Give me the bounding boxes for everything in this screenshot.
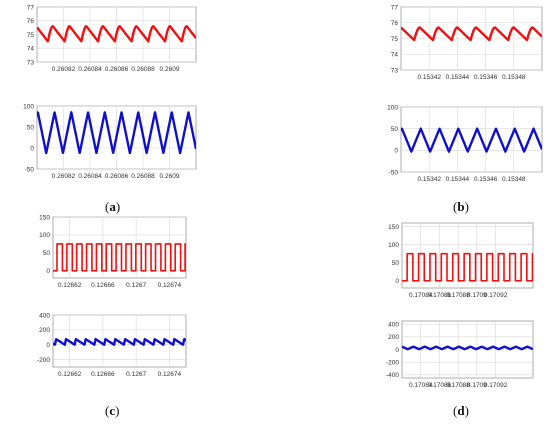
b-top-x-tick-label: 0.15344 — [446, 74, 470, 81]
b-bottom-y-tick-label: 100 — [387, 104, 398, 111]
a-top-series-line — [37, 25, 196, 43]
b-top-y-tick-label: 73 — [391, 67, 399, 74]
c-top-x-tick-label: 0.12662 — [58, 282, 82, 289]
c-top-plot-area — [52, 216, 187, 279]
d-bottom-series-line — [402, 345, 533, 351]
panel-label-c: (c) — [105, 403, 120, 418]
panel-label-a: (a) — [105, 199, 121, 214]
b-bottom-series-line — [401, 127, 542, 153]
c-top-y-tick-label: 100 — [39, 232, 50, 239]
panel-label-d: (d) — [453, 403, 469, 418]
c-top-x-tick-label: 0.12674 — [158, 282, 182, 289]
d-top-y-tick-label: 150 — [388, 224, 399, 231]
a-bottom-y-tick-label: 0 — [30, 145, 34, 152]
b-bottom-x-tick-label: 0.15348 — [502, 176, 526, 183]
c-top-series-line — [53, 243, 186, 272]
d-top-x-tick-label: 0.17084 — [409, 292, 433, 299]
b-bottom-y-tick-label: 0 — [394, 148, 398, 155]
plot-b-top: 0.15342 0.15344 0.15346 0.15348 73 74 75 76 77 — [391, 4, 543, 81]
a-top-x-tick-label: 0.26084 — [78, 66, 102, 73]
d-bottom-y-tick-label: -200 — [386, 359, 399, 366]
c-bottom-y-tick-label: 400 — [39, 312, 50, 319]
d-top-x-tick-label: 0.17088 — [446, 292, 470, 299]
d-bottom-x-tick-label: 0.17084 — [409, 382, 433, 389]
d-top-y-tick-label: 0 — [395, 278, 399, 285]
b-bottom-x-tick-label: 0.15342 — [417, 176, 441, 183]
c-bottom-x-tick-label: 0.12666 — [91, 371, 115, 378]
a-top-x-tick-label: 0.26086 — [105, 66, 129, 73]
a-bottom-y-tick-label: 50 — [27, 124, 35, 131]
a-bottom-x-tick-label: 0.26088 — [131, 173, 155, 180]
d-top-y-tick-label: 50 — [392, 260, 400, 267]
a-bottom-x-tick-label: 0.26086 — [105, 173, 129, 180]
a-bottom-series-line — [37, 111, 196, 155]
d-top-x-tick-label: 0.17092 — [484, 292, 508, 299]
c-top-y-tick-label: 0 — [46, 268, 50, 275]
plot-a-bottom: 0.26082 0.26084 0.26086 0.26088 0.2609 -50 0 50… — [23, 103, 197, 180]
b-top-y-tick-label: 77 — [391, 4, 399, 11]
d-bottom-x-tick-label: 0.17092 — [484, 382, 508, 389]
c-bottom-y-tick-label: -200 — [37, 357, 50, 364]
b-top-series-line — [401, 26, 542, 42]
a-bottom-y-tick-label: 100 — [23, 103, 34, 110]
c-bottom-x-tick-label: 0.1267 — [126, 371, 146, 378]
a-bottom-y-tick-label: -50 — [25, 166, 35, 173]
plot-c-bottom: 0.12662 0.12666 0.1267 0.12674 -200 0 200 400 — [37, 312, 187, 378]
b-top-y-tick-label: 75 — [391, 36, 399, 43]
d-bottom-y-tick-label: 200 — [388, 334, 399, 341]
a-top-y-tick-label: 75 — [27, 32, 35, 39]
d-bottom-x-tick-label: 0.1709 — [467, 382, 487, 389]
d-top-plot-area — [401, 222, 534, 289]
b-bottom-y-tick-label: -50 — [389, 169, 399, 176]
d-top-x-tick-label: 0.1709 — [467, 292, 487, 299]
a-bottom-x-tick-label: 0.26084 — [78, 173, 102, 180]
plot-a-top: 0.26082 0.26084 0.26086 0.26088 0.2609 73 74 75… — [27, 4, 197, 73]
c-bottom-y-tick-label: 200 — [39, 327, 50, 334]
d-top-x-tick-label: 0.17086 — [428, 292, 452, 299]
a-top-x-tick-label: 0.26082 — [52, 66, 76, 73]
c-top-y-tick-label: 50 — [43, 250, 51, 257]
c-bottom-y-tick-label: 0 — [46, 342, 50, 349]
a-top-x-tick-label: 0.26088 — [131, 66, 155, 73]
d-bottom-x-tick-label: 0.17088 — [446, 382, 470, 389]
d-bottom-y-tick-label: 400 — [388, 321, 399, 328]
a-top-y-tick-label: 77 — [27, 4, 35, 11]
b-bottom-x-tick-label: 0.15344 — [446, 176, 470, 183]
a-top-y-tick-label: 74 — [27, 46, 35, 53]
b-top-y-tick-label: 74 — [391, 52, 399, 59]
a-top-y-tick-label: 76 — [27, 18, 35, 25]
c-top-x-tick-label: 0.1267 — [126, 282, 146, 289]
b-top-y-tick-label: 76 — [391, 20, 399, 27]
panel-label-b: (b) — [453, 199, 469, 214]
a-bottom-x-tick-label: 0.26082 — [52, 173, 76, 180]
plot-b-bottom: 0.15342 0.15344 0.15346 0.15348 -50 0 50 100 — [387, 104, 543, 183]
b-top-x-tick-label: 0.15342 — [417, 74, 441, 81]
d-bottom-y-tick-label: 0 — [395, 347, 399, 354]
b-top-x-tick-label: 0.15346 — [474, 74, 498, 81]
a-top-y-tick-label: 73 — [27, 59, 35, 66]
b-bottom-y-tick-label: 50 — [391, 126, 399, 133]
c-bottom-series-line — [53, 337, 186, 346]
b-bottom-x-tick-label: 0.15346 — [474, 176, 498, 183]
c-top-x-tick-label: 0.12666 — [91, 282, 115, 289]
a-bottom-x-tick-label: 0.2609 — [160, 173, 180, 180]
c-bottom-x-tick-label: 0.12674 — [158, 371, 182, 378]
c-bottom-x-tick-label: 0.12662 — [58, 371, 82, 378]
a-top-x-tick-label: 0.2609 — [160, 66, 180, 73]
b-top-x-tick-label: 0.15348 — [502, 74, 526, 81]
d-top-series-line — [402, 252, 533, 282]
c-top-y-tick-label: 150 — [39, 214, 50, 221]
d-bottom-x-tick-label: 0.17086 — [428, 382, 452, 389]
plot-c-top: 0.12662 0.12666 0.1267 0.12674 0 50 100 150 — [39, 214, 187, 289]
d-bottom-y-tick-label: -400 — [386, 372, 399, 379]
d-top-y-tick-label: 100 — [388, 242, 399, 249]
